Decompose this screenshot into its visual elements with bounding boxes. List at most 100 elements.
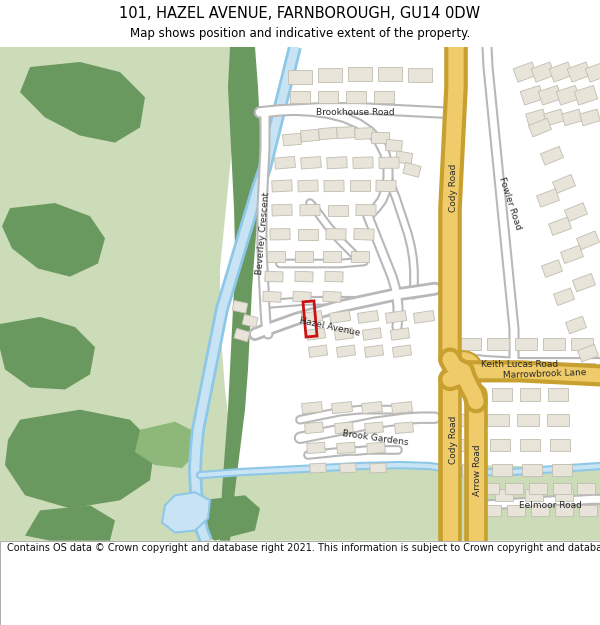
Bar [295,271,313,282]
Bar [302,401,322,414]
Bar [298,229,318,240]
Text: Eelmoor Road: Eelmoor Road [518,501,581,510]
Bar [365,422,383,434]
Bar [337,345,356,358]
Polygon shape [5,409,155,508]
Bar [378,67,402,81]
Text: Fowler Road: Fowler Road [497,176,523,231]
Bar [460,439,480,451]
Bar [577,344,599,362]
Bar [353,157,373,169]
Bar [481,482,499,494]
Bar [376,180,396,192]
Bar [295,251,313,261]
Bar [573,363,595,376]
Polygon shape [452,360,474,382]
Bar [531,505,549,516]
Bar [517,363,539,376]
Text: Cody Road: Cody Road [449,164,458,212]
Bar [379,157,399,169]
Bar [459,338,481,350]
Bar [267,251,285,261]
Bar [464,389,484,401]
Bar [298,180,318,192]
Bar [541,260,563,278]
Polygon shape [162,492,210,532]
Bar [332,401,352,414]
Bar [326,229,346,240]
Bar [538,86,562,105]
Text: Cody Road: Cody Road [449,416,458,464]
Bar [490,439,510,451]
Bar [567,62,591,82]
Bar [544,109,565,126]
Polygon shape [220,47,260,541]
Bar [543,338,565,350]
Bar [548,217,571,236]
Bar [549,62,573,82]
Bar [462,464,482,476]
Bar [350,181,370,191]
Bar [351,251,369,261]
Bar [242,314,258,328]
Bar [324,180,344,192]
Bar [300,204,320,216]
Bar [232,301,248,313]
Bar [556,86,580,105]
Bar [553,482,571,494]
Bar [507,505,525,516]
Bar [553,174,575,193]
Bar [354,228,374,240]
Text: Contains OS data © Crown copyright and database right 2021. This information is : Contains OS data © Crown copyright and d… [7,543,600,553]
Bar [580,109,600,126]
Bar [263,291,281,302]
Bar [367,442,385,454]
Bar [520,86,544,105]
Bar [307,328,326,340]
Polygon shape [20,62,145,142]
Bar [562,109,583,126]
Bar [545,363,567,376]
Text: Beverley Crescent: Beverley Crescent [255,191,271,275]
Bar [547,414,569,426]
Bar [408,68,432,82]
Bar [308,345,328,358]
Bar [318,91,338,103]
Bar [552,464,572,476]
Bar [392,345,412,358]
Polygon shape [443,351,483,391]
Text: Marrowbrook Lane: Marrowbrook Lane [503,368,587,381]
Polygon shape [190,495,260,541]
Bar [265,271,283,282]
Text: Brook Gardens: Brook Gardens [341,429,409,447]
Bar [328,204,348,216]
Bar [465,489,483,501]
Bar [392,401,412,414]
Bar [334,328,353,340]
Bar [492,389,512,401]
Bar [348,67,372,81]
Bar [395,151,413,164]
Bar [301,156,322,169]
Bar [356,204,376,216]
Bar [531,62,555,82]
Polygon shape [0,47,248,541]
Bar [565,202,587,221]
Bar [515,338,537,350]
Bar [577,231,599,250]
Bar [577,482,595,494]
Bar [310,463,326,473]
Bar [572,274,595,292]
Bar [560,246,583,264]
Text: Keith Lucas Road: Keith Lucas Road [481,360,559,369]
Bar [517,414,539,426]
Bar [329,311,350,323]
Bar [541,146,563,165]
Bar [288,70,312,84]
Text: Map shows position and indicative extent of the property.: Map shows position and indicative extent… [130,28,470,40]
Text: Arrow Road: Arrow Road [473,444,482,496]
Bar [346,91,366,103]
Bar [386,139,403,152]
Bar [492,464,512,476]
Bar [487,338,509,350]
